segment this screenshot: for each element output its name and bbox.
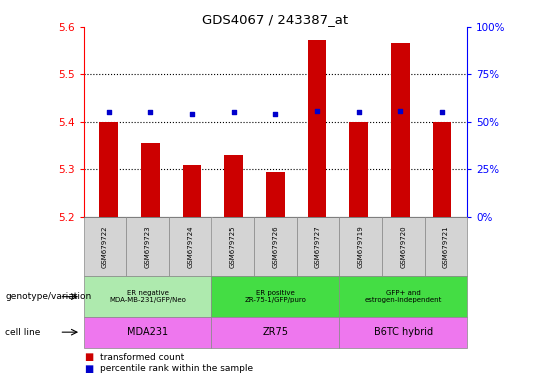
Text: B6TC hybrid: B6TC hybrid xyxy=(374,327,433,337)
Point xyxy=(188,111,197,118)
Text: GSM679727: GSM679727 xyxy=(315,225,321,268)
Point xyxy=(396,108,405,114)
Text: ZR75: ZR75 xyxy=(262,327,288,337)
Text: GSM679719: GSM679719 xyxy=(357,225,363,268)
Bar xyxy=(308,40,327,217)
Text: GSM679724: GSM679724 xyxy=(187,225,193,268)
Bar xyxy=(391,43,410,217)
Text: GSM679720: GSM679720 xyxy=(400,225,406,268)
Bar xyxy=(99,122,118,217)
Text: genotype/variation: genotype/variation xyxy=(5,292,92,301)
Text: cell line: cell line xyxy=(5,328,41,337)
Text: GSM679725: GSM679725 xyxy=(230,225,236,268)
Point xyxy=(271,111,280,118)
Point xyxy=(313,108,321,114)
Bar xyxy=(349,122,368,217)
Bar xyxy=(183,165,201,217)
Text: GSM679726: GSM679726 xyxy=(272,225,279,268)
Text: percentile rank within the sample: percentile rank within the sample xyxy=(100,364,253,373)
Bar xyxy=(224,155,243,217)
Point xyxy=(146,109,154,116)
Text: ■: ■ xyxy=(84,364,93,374)
Bar xyxy=(266,172,285,217)
Point xyxy=(230,109,238,116)
Point xyxy=(104,109,113,116)
Bar xyxy=(433,122,451,217)
Text: GSM679723: GSM679723 xyxy=(145,225,151,268)
Point xyxy=(438,109,447,116)
Text: MDA231: MDA231 xyxy=(127,327,168,337)
Point xyxy=(354,109,363,116)
Bar xyxy=(141,143,160,217)
Text: transformed count: transformed count xyxy=(100,353,184,362)
Text: ER negative
MDA-MB-231/GFP/Neo: ER negative MDA-MB-231/GFP/Neo xyxy=(109,290,186,303)
Text: GSM679722: GSM679722 xyxy=(102,225,108,268)
Text: GFP+ and
estrogen-independent: GFP+ and estrogen-independent xyxy=(364,290,442,303)
Text: ER positive
ZR-75-1/GFP/puro: ER positive ZR-75-1/GFP/puro xyxy=(245,290,306,303)
Text: GSM679721: GSM679721 xyxy=(443,225,449,268)
Title: GDS4067 / 243387_at: GDS4067 / 243387_at xyxy=(202,13,348,26)
Text: ■: ■ xyxy=(84,352,93,362)
